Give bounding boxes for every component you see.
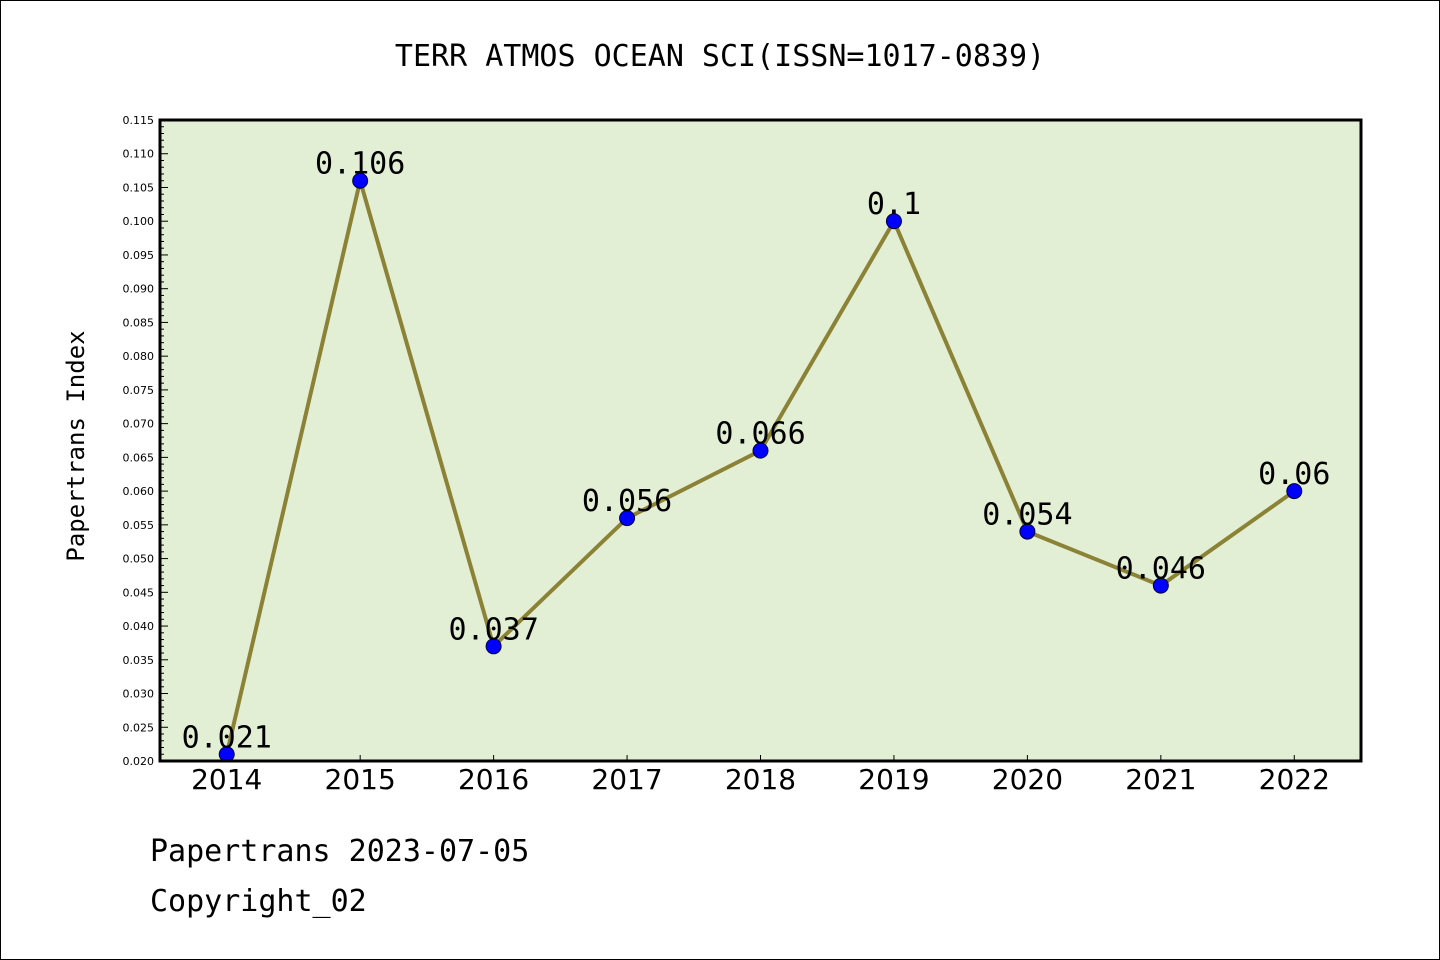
data-label: 0.054 bbox=[982, 498, 1072, 533]
x-tick-label: 2020 bbox=[992, 763, 1063, 796]
data-point bbox=[619, 510, 636, 527]
y-tick-label: 0.080 bbox=[123, 350, 155, 363]
x-tick-label: 2015 bbox=[325, 763, 396, 796]
y-tick-label: 0.100 bbox=[123, 215, 155, 228]
y-tick-label: 0.045 bbox=[123, 586, 155, 599]
y-tick-label: 0.115 bbox=[123, 114, 155, 127]
y-tick-label: 0.040 bbox=[123, 620, 155, 633]
y-tick-label: 0.055 bbox=[123, 519, 155, 532]
plot-border bbox=[158, 118, 1363, 763]
y-tick-label: 0.085 bbox=[123, 316, 155, 329]
data-label: 0.021 bbox=[182, 720, 272, 755]
x-tick-label: 2018 bbox=[725, 763, 796, 796]
y-tick-label: 0.025 bbox=[123, 721, 155, 734]
y-tick-label: 0.105 bbox=[123, 181, 155, 194]
data-label: 0.046 bbox=[1116, 552, 1206, 587]
x-tick-label: 2017 bbox=[591, 763, 662, 796]
data-point bbox=[1286, 483, 1303, 500]
chart-title: TERR ATMOS OCEAN SCI(ISSN=1017-0839) bbox=[395, 39, 1045, 74]
data-label: 0.106 bbox=[315, 147, 405, 182]
y-tick-label: 0.095 bbox=[123, 249, 155, 262]
y-tick-label: 0.110 bbox=[123, 148, 155, 161]
plot-background bbox=[160, 120, 1361, 761]
footer-copyright: Copyright_02 bbox=[150, 884, 367, 919]
y-tick-label: 0.050 bbox=[123, 553, 155, 566]
data-point bbox=[885, 213, 902, 230]
y-tick-label: 0.030 bbox=[123, 688, 155, 701]
y-tick-label: 0.090 bbox=[123, 283, 155, 296]
data-point bbox=[485, 638, 502, 655]
y-tick-label: 0.060 bbox=[123, 485, 155, 498]
data-point bbox=[1019, 523, 1036, 540]
y-tick-label: 0.070 bbox=[123, 418, 155, 431]
y-tick-label: 0.075 bbox=[123, 384, 155, 397]
data-label: 0.1 bbox=[867, 187, 921, 222]
data-point bbox=[1152, 577, 1169, 594]
x-tick-label: 2016 bbox=[458, 763, 529, 796]
data-label: 0.066 bbox=[715, 417, 805, 452]
y-axis-label: Papertrans Index bbox=[62, 330, 90, 561]
footer-date: Papertrans 2023-07-05 bbox=[150, 834, 530, 869]
data-point bbox=[752, 442, 769, 459]
data-label: 0.056 bbox=[582, 484, 672, 519]
x-tick-label: 2019 bbox=[858, 763, 929, 796]
data-label: 0.037 bbox=[448, 612, 538, 647]
x-tick-label: 2022 bbox=[1259, 763, 1330, 796]
data-point bbox=[352, 172, 369, 189]
data-label: 0.06 bbox=[1258, 457, 1330, 492]
y-tick-label: 0.020 bbox=[123, 755, 155, 768]
y-tick-label: 0.065 bbox=[123, 451, 155, 464]
x-tick-label: 2021 bbox=[1125, 763, 1196, 796]
x-tick-label: 2014 bbox=[191, 763, 262, 796]
y-tick-label: 0.035 bbox=[123, 654, 155, 667]
plot-area: 0.020 0.025 0.030 0.035 0.040 0.045 0.050 0.055… bbox=[123, 114, 1363, 796]
